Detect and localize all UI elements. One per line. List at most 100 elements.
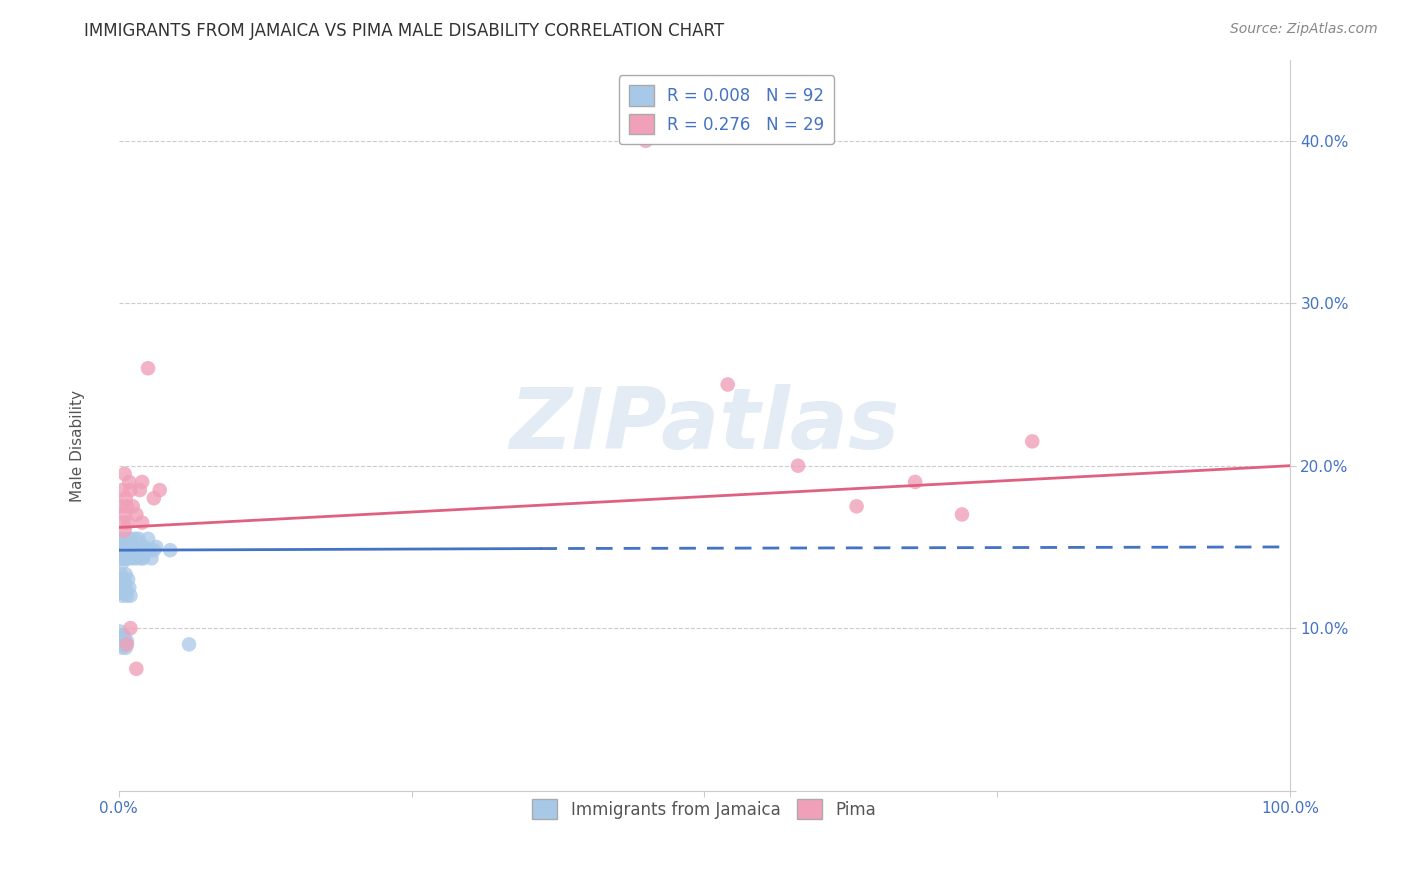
Text: Male Disability: Male Disability (70, 390, 84, 502)
Point (132, 551, 155, 566)
Point (114, 585, 136, 599)
Point (131, 543, 153, 558)
Point (129, 551, 152, 566)
Point (114, 640, 136, 655)
Point (111, 581, 134, 595)
Point (114, 629, 136, 643)
Point (124, 543, 146, 558)
Point (115, 637, 138, 651)
Point (159, 543, 181, 558)
Point (115, 540, 138, 554)
Point (115, 589, 138, 603)
Point (125, 551, 148, 566)
Point (121, 500, 143, 514)
Point (128, 532, 150, 546)
Point (112, 545, 135, 559)
Text: IMMIGRANTS FROM JAMAICA VS PIMA MALE DISABILITY CORRELATION CHART: IMMIGRANTS FROM JAMAICA VS PIMA MALE DIS… (84, 22, 724, 40)
Point (117, 537, 139, 551)
Point (149, 483, 172, 497)
Point (121, 543, 143, 558)
Point (115, 548, 138, 562)
Point (114, 543, 136, 558)
Point (135, 543, 157, 558)
Point (121, 543, 143, 558)
Point (121, 551, 143, 566)
Point (118, 543, 141, 558)
Point (117, 573, 139, 587)
Point (110, 500, 132, 514)
Point (118, 551, 141, 566)
Point (122, 543, 145, 558)
Point (115, 634, 138, 648)
Point (114, 540, 136, 554)
Point (114, 508, 136, 522)
Text: ZIPatlas: ZIPatlas (509, 384, 900, 467)
Point (115, 543, 138, 558)
Point (125, 662, 148, 676)
Point (145, 540, 167, 554)
Point (118, 581, 141, 595)
Point (717, 377, 740, 392)
Point (108, 537, 131, 551)
Point (108, 543, 131, 558)
Point (112, 581, 135, 595)
Point (110, 532, 132, 546)
Point (117, 516, 139, 530)
Point (121, 540, 143, 554)
Point (117, 543, 139, 558)
Point (110, 575, 132, 590)
Point (117, 540, 139, 554)
Point (114, 551, 136, 566)
Point (121, 548, 143, 562)
Point (111, 556, 134, 570)
Point (131, 475, 153, 489)
Point (112, 573, 135, 587)
Point (110, 540, 132, 554)
Point (124, 532, 146, 546)
Point (120, 589, 142, 603)
Point (122, 540, 145, 554)
Text: Source: ZipAtlas.com: Source: ZipAtlas.com (1230, 22, 1378, 37)
Point (110, 629, 132, 643)
Point (125, 540, 148, 554)
Point (112, 634, 135, 648)
Point (634, 134, 657, 148)
Point (112, 551, 135, 566)
Point (127, 543, 149, 558)
Point (111, 535, 134, 549)
Point (114, 637, 136, 651)
Point (142, 491, 165, 506)
Point (118, 475, 141, 489)
Point (110, 551, 132, 566)
Point (110, 543, 132, 558)
Point (112, 543, 135, 558)
Point (114, 537, 136, 551)
Point (128, 543, 150, 558)
Point (136, 361, 159, 376)
Point (120, 532, 142, 546)
Point (114, 567, 136, 582)
Point (950, 508, 973, 522)
Point (120, 483, 142, 497)
Point (138, 543, 160, 558)
Point (131, 516, 153, 530)
Point (112, 516, 135, 530)
Point (114, 581, 136, 595)
Point (177, 637, 200, 651)
Point (114, 543, 136, 558)
Point (111, 537, 134, 551)
Point (108, 540, 131, 554)
Point (111, 543, 134, 558)
Point (114, 575, 136, 590)
Point (111, 543, 134, 558)
Point (904, 475, 927, 489)
Point (128, 548, 150, 562)
Point (111, 589, 134, 603)
Point (112, 540, 135, 554)
Point (114, 524, 136, 538)
Point (141, 551, 163, 566)
Point (108, 624, 131, 639)
Point (108, 573, 131, 587)
Point (111, 548, 134, 562)
Point (114, 551, 136, 566)
